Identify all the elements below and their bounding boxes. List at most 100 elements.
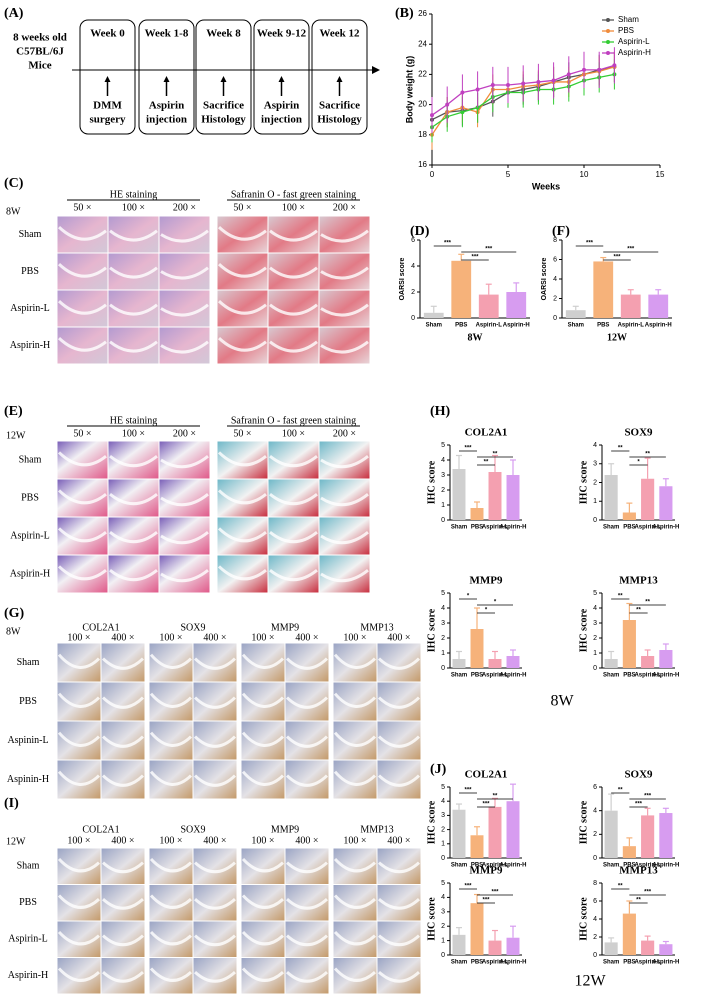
tissue-edge — [241, 930, 285, 946]
tissue-edge — [193, 696, 237, 709]
stain-label: HE staining — [110, 189, 158, 200]
y-tick-label: 2 — [593, 635, 597, 642]
y-tick-label: 3 — [441, 909, 445, 916]
tissue-edge — [101, 696, 145, 709]
magnification: 400 × — [111, 632, 134, 643]
bar — [641, 940, 655, 955]
magnification: 400 × — [387, 835, 410, 846]
y-tick-label: 26 — [418, 9, 427, 18]
bar — [488, 472, 502, 520]
tissue-edge — [193, 861, 237, 874]
y-tick-label: 1 — [441, 841, 445, 848]
row-label: Aspirin-L — [10, 530, 49, 541]
tissue-edge — [320, 531, 369, 545]
magnification: 100 × — [343, 835, 366, 846]
tissue-edge — [377, 657, 421, 670]
tissue-edge — [57, 565, 107, 581]
subject: 8 weeks old — [13, 32, 67, 44]
y-tick-label: 6 — [553, 256, 557, 263]
week: Week 12 — [319, 28, 360, 40]
significance: ** — [484, 460, 489, 466]
row-label: Aspirin-L — [10, 303, 49, 314]
significance: ** — [618, 594, 623, 600]
arrowhead — [220, 76, 227, 82]
bar — [451, 260, 472, 318]
magnification: 100 × — [159, 632, 182, 643]
x-tick-label: 5 — [506, 170, 511, 179]
x-tick-label: Aspirin-H — [652, 960, 679, 966]
tissue-edge — [109, 531, 158, 544]
y-tick-label: 20 — [418, 100, 427, 109]
y-axis-label: IHC score — [426, 897, 437, 941]
y-tick-label: 4 — [441, 894, 445, 901]
panel-label: (D) — [410, 224, 430, 239]
x-tick-label: PBS — [623, 960, 635, 966]
stain-label: HE staining — [110, 415, 158, 426]
tissue-edge — [269, 303, 318, 316]
chart-title: MMP13 — [619, 865, 658, 877]
tissue-edge — [217, 336, 267, 352]
tissue-edge — [333, 894, 377, 909]
significance: *** — [464, 884, 472, 890]
y-tick-label: 3 — [593, 620, 597, 627]
tissue-edge — [149, 857, 193, 873]
y-tick-label: 8 — [553, 237, 557, 244]
magnification: 100 × — [282, 428, 305, 439]
tissue-edge — [269, 531, 318, 544]
timeline-box — [253, 19, 310, 135]
stain-label: MMP13 — [360, 622, 393, 633]
tissue-edge — [160, 531, 209, 545]
tissue-edge — [57, 262, 107, 278]
panel-label: (A) — [4, 6, 24, 21]
timeline-box — [311, 19, 368, 135]
group-label: 8W — [6, 206, 21, 217]
tissue-edge — [57, 857, 101, 873]
significance: ** — [636, 608, 641, 614]
bar — [622, 846, 636, 858]
tissue-edge — [57, 527, 107, 543]
significance: ** — [645, 452, 650, 458]
bar — [620, 294, 641, 318]
tissue-edge — [217, 565, 267, 581]
bar — [648, 294, 669, 318]
tissue-edge — [241, 731, 285, 747]
legend-marker — [606, 18, 610, 22]
tissue-edge — [217, 299, 267, 315]
tissue-edge — [57, 967, 101, 982]
timeline-arrowhead — [372, 66, 380, 74]
significance: ** — [618, 884, 623, 890]
y-tick-label: 22 — [418, 70, 427, 79]
tissue-edge — [333, 770, 377, 786]
y-axis-label: IHC score — [426, 800, 437, 844]
week: Week 1-8 — [145, 28, 189, 40]
tissue-edge — [269, 493, 318, 506]
tissue-edge — [217, 489, 267, 505]
arrowhead — [104, 76, 111, 82]
legend-label: Sham — [618, 15, 639, 24]
x-tick-label: Aspirin-H — [652, 525, 679, 531]
y-tick-label: 1 — [441, 937, 445, 944]
row-label: PBS — [19, 696, 37, 707]
y-tick-label: 3 — [593, 461, 597, 468]
tissue-edge — [101, 735, 145, 748]
x-tick-label: Aspirin-H — [500, 525, 527, 531]
significance: *** — [464, 446, 472, 452]
stain-label: MMP9 — [271, 622, 299, 633]
tissue-edge — [109, 303, 158, 316]
x-tick-label: 0 — [430, 170, 435, 179]
arrowhead — [336, 76, 343, 82]
y-tick-label: 4 — [593, 808, 597, 815]
tissue-edge — [333, 731, 377, 747]
tissue-edge — [269, 340, 318, 353]
event: Histology — [317, 114, 362, 126]
point — [475, 87, 480, 92]
tissue-edge — [57, 336, 107, 352]
tissue-edge — [285, 934, 329, 947]
tissue-edge — [377, 696, 421, 709]
event: Aspirin — [149, 100, 184, 112]
x-tick-label: Sham — [603, 960, 619, 966]
bar — [641, 815, 655, 858]
tissue-edge — [217, 527, 267, 543]
tissue-edge — [109, 455, 158, 468]
x-tick-label: Aspirin-L — [634, 525, 661, 531]
